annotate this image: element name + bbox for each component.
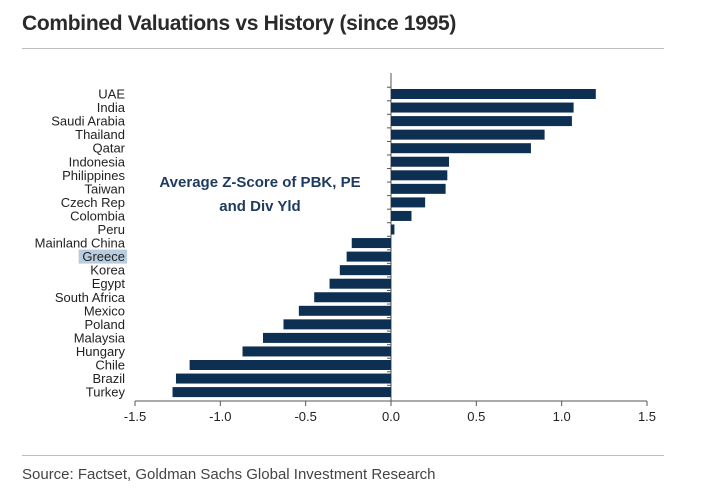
x-tick-label: 1.5 (638, 409, 656, 424)
category-label-india: India (97, 100, 126, 115)
category-label-mainland-china: Mainland China (35, 236, 126, 251)
bar-brazil (175, 373, 391, 384)
bar-malaysia (263, 332, 391, 343)
bar-poland (283, 319, 391, 330)
category-label-colombia: Colombia (70, 208, 126, 223)
bar-qatar (391, 143, 531, 154)
x-tick-label: 0.0 (382, 409, 400, 424)
annotation-line: and Div Yld (219, 198, 300, 215)
bar-turkey (172, 387, 391, 398)
bar-india (391, 102, 574, 113)
category-label-chile: Chile (95, 358, 125, 373)
category-label-philippines: Philippines (62, 168, 125, 183)
bar-taiwan (391, 183, 446, 194)
category-label-south-africa: South Africa (55, 290, 126, 305)
category-label-mexico: Mexico (84, 303, 125, 318)
category-label-taiwan: Taiwan (85, 181, 125, 196)
category-label-indonesia: Indonesia (69, 154, 126, 169)
category-label-uae: UAE (98, 87, 125, 102)
bar-thailand (391, 129, 545, 140)
x-tick-label: 0.5 (467, 409, 485, 424)
bar-philippines (391, 170, 448, 181)
category-label-qatar: Qatar (92, 141, 125, 156)
category-label-poland: Poland (85, 317, 125, 332)
bar-mexico (298, 305, 391, 316)
bar-egypt (329, 278, 391, 289)
bar-indonesia (391, 156, 450, 167)
x-tick-label: 1.0 (553, 409, 571, 424)
chart-title: Combined Valuations vs History (since 19… (22, 12, 457, 35)
x-tick-label: -1.5 (124, 409, 146, 424)
bar-colombia (391, 210, 412, 221)
annotation-line: Average Z-Score of PBK, PE (159, 174, 360, 191)
category-label-hungary: Hungary (76, 344, 126, 359)
source-note: Source: Factset, Goldman Sachs Global In… (22, 466, 436, 483)
bar-peru (391, 224, 395, 235)
category-label-malaysia: Malaysia (74, 330, 126, 345)
bar-korea (339, 265, 391, 276)
category-label-thailand: Thailand (75, 127, 125, 142)
category-label-saudi-arabia: Saudi Arabia (51, 114, 125, 129)
x-tick-label: -1.0 (209, 409, 231, 424)
category-label-greece: Greece (82, 249, 125, 264)
bar-chile (189, 360, 391, 370)
bar-czech-rep (391, 197, 426, 208)
category-label-peru: Peru (98, 222, 125, 237)
bar-mainland-china (351, 238, 391, 249)
bar-saudi-arabia (391, 116, 572, 127)
category-label-brazil: Brazil (92, 371, 125, 386)
category-highlight (78, 249, 127, 264)
bar-uae (391, 89, 596, 99)
category-label-korea: Korea (90, 263, 125, 278)
source-divider (22, 455, 664, 456)
title-divider (22, 48, 664, 49)
bar-south-africa (314, 292, 391, 303)
category-label-turkey: Turkey (86, 385, 126, 400)
category-label-egypt: Egypt (92, 276, 126, 291)
bar-hungary (242, 346, 391, 357)
category-label-czech-rep: Czech Rep (61, 195, 125, 210)
bar-greece (346, 251, 391, 262)
x-tick-label: -0.5 (294, 409, 316, 424)
